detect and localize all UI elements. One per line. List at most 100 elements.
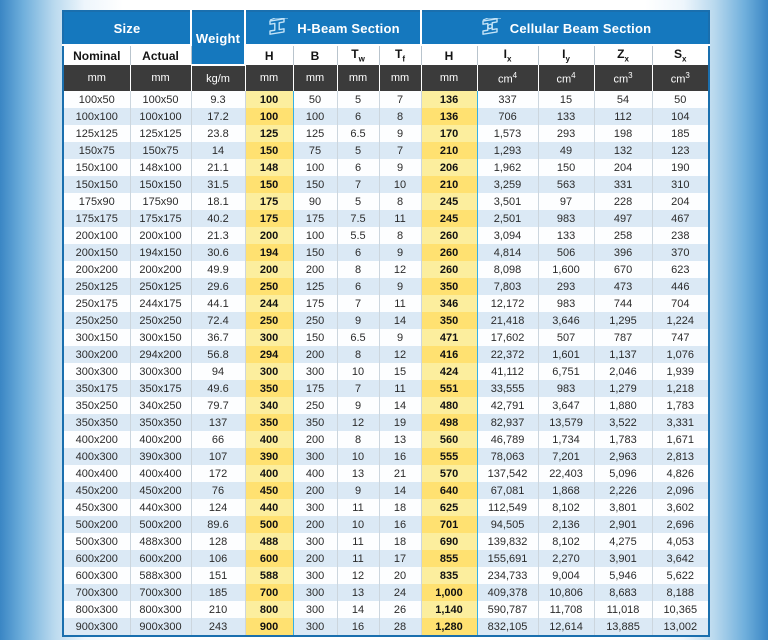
- cell-tf: 16: [379, 448, 422, 465]
- cell-weight: 172: [191, 465, 246, 482]
- cell-nominal: 300x300: [63, 363, 131, 380]
- cell-nominal: 200x200: [63, 261, 131, 278]
- cell-iy: 150: [538, 159, 595, 176]
- table-row: 600x200 600x200 106 600 200 11 17 855 155,691 2,2…: [63, 550, 710, 567]
- cell-nominal: 500x300: [63, 533, 131, 550]
- cell-b: 75: [293, 142, 338, 159]
- cell-sx: 13,002: [652, 618, 710, 636]
- cell-nominal: 200x100: [63, 227, 131, 244]
- cell-tw: 16: [337, 618, 380, 636]
- cell-cell_h: 350: [420, 278, 478, 295]
- table-row: 250x125 250x125 29.6 250 125 6 9 350 7,803 293 473…: [63, 278, 710, 295]
- cell-weight: 151: [191, 567, 246, 584]
- cell-zx: 3,801: [594, 499, 653, 516]
- cell-ix: 3,094: [477, 227, 539, 244]
- cell-actual: 100x50: [130, 91, 192, 108]
- cell-iy: 15: [538, 91, 595, 108]
- unit-b: mm: [293, 65, 338, 91]
- cell-h_beam_h: 150: [244, 176, 294, 193]
- cell-h_beam_h: 440: [244, 499, 294, 516]
- cell-zx: 4,275: [594, 533, 653, 550]
- cell-actual: 488x300: [130, 533, 192, 550]
- table-row: 600x300 588x300 151 588 300 12 20 835 234,733 9,0…: [63, 567, 710, 584]
- cell-zx: 8,683: [594, 584, 653, 601]
- cell-zx: 198: [594, 125, 653, 142]
- cell-iy: 49: [538, 142, 595, 159]
- cell-sx: 467: [652, 210, 710, 227]
- table-row: 700x300 700x300 185 700 300 13 24 1,000 409,378 1…: [63, 584, 710, 601]
- cell-zx: 331: [594, 176, 653, 193]
- cell-b: 200: [293, 482, 338, 499]
- cell-actual: 500x200: [130, 516, 192, 533]
- cell-actual: 350x175: [130, 380, 192, 397]
- cell-b: 300: [293, 448, 338, 465]
- cell-zx: 497: [594, 210, 653, 227]
- cell-tw: 11: [337, 533, 380, 550]
- cell-weight: 89.6: [191, 516, 246, 533]
- table-row: 125x125 125x125 23.8 125 125 6.5 9 170 1,573 293 1…: [63, 125, 710, 142]
- cell-ix: 33,555: [477, 380, 539, 397]
- cell-tw: 13: [337, 465, 380, 482]
- table-row: 100x50 100x50 9.3 100 50 5 7 136 337 15 54 50: [63, 91, 710, 108]
- table-row: 250x250 250x250 72.4 250 250 9 14 350 21,418 3,64…: [63, 312, 710, 329]
- cell-tf: 8: [379, 108, 422, 125]
- cell-weight: 79.7: [191, 397, 246, 414]
- cell-nominal: 600x300: [63, 567, 131, 584]
- cell-ix: 12,172: [477, 295, 539, 312]
- h-beam-icon: [266, 18, 290, 38]
- cell-actual: 300x300: [130, 363, 192, 380]
- cell-b: 175: [293, 210, 338, 227]
- cell-b: 200: [293, 431, 338, 448]
- unit-tw: mm: [337, 65, 380, 91]
- cell-weight: 56.8: [191, 346, 246, 363]
- cell-tw: 6.5: [337, 125, 380, 142]
- cell-h_beam_h: 350: [244, 414, 294, 431]
- cell-nominal: 250x250: [63, 312, 131, 329]
- cell-zx: 204: [594, 159, 653, 176]
- cell-tf: 26: [379, 601, 422, 618]
- cell-zx: 5,946: [594, 567, 653, 584]
- cell-actual: 200x100: [130, 227, 192, 244]
- cell-nominal: 350x250: [63, 397, 131, 414]
- cell-cell_h: 551: [420, 380, 478, 397]
- cell-iy: 7,201: [538, 448, 595, 465]
- cell-nominal: 800x300: [63, 601, 131, 618]
- cell-iy: 133: [538, 227, 595, 244]
- cell-iy: 22,403: [538, 465, 595, 482]
- cell-b: 125: [293, 125, 338, 142]
- cell-nominal: 350x350: [63, 414, 131, 431]
- cell-h_beam_h: 300: [244, 329, 294, 346]
- cell-h_beam_h: 125: [244, 125, 294, 142]
- col-header-nominal: Nominal: [63, 45, 131, 65]
- cell-cell_h: 346: [420, 295, 478, 312]
- cell-b: 350: [293, 414, 338, 431]
- cell-weight: 210: [191, 601, 246, 618]
- cell-actual: 250x250: [130, 312, 192, 329]
- cell-ix: 21,418: [477, 312, 539, 329]
- cell-b: 150: [293, 244, 338, 261]
- cell-cell_h: 260: [420, 244, 478, 261]
- cell-sx: 623: [652, 261, 710, 278]
- table-row: 250x175 244x175 44.1 244 175 7 11 346 12,172 983 7…: [63, 295, 710, 312]
- cell-iy: 13,579: [538, 414, 595, 431]
- cell-sx: 4,053: [652, 533, 710, 550]
- table-row: 150x75 150x75 14 150 75 5 7 210 1,293 49 132 123: [63, 142, 710, 159]
- cell-tw: 10: [337, 363, 380, 380]
- table-row: 400x400 400x400 172 400 400 13 21 570 137,542 22,…: [63, 465, 710, 482]
- table-row: 450x300 440x300 124 440 300 11 18 625 112,549 8,1…: [63, 499, 710, 516]
- group-header-row: Size Weight: [63, 11, 710, 66]
- cell-cell_h: 136: [420, 91, 478, 108]
- unit-zx: cm3: [594, 65, 653, 91]
- cell-actual: 450x200: [130, 482, 192, 499]
- cell-actual: 148x100: [130, 159, 192, 176]
- cell-sx: 104: [652, 108, 710, 125]
- size-label: Size: [113, 20, 141, 36]
- cell-nominal: 175x175: [63, 210, 131, 227]
- cell-zx: 3,522: [594, 414, 653, 431]
- size-group-header: Size: [63, 11, 193, 46]
- cell-b: 250: [293, 312, 338, 329]
- cell-weight: 21.3: [191, 227, 246, 244]
- cell-actual: 350x350: [130, 414, 192, 431]
- cell-nominal: 250x125: [63, 278, 131, 295]
- cell-nominal: 400x200: [63, 431, 131, 448]
